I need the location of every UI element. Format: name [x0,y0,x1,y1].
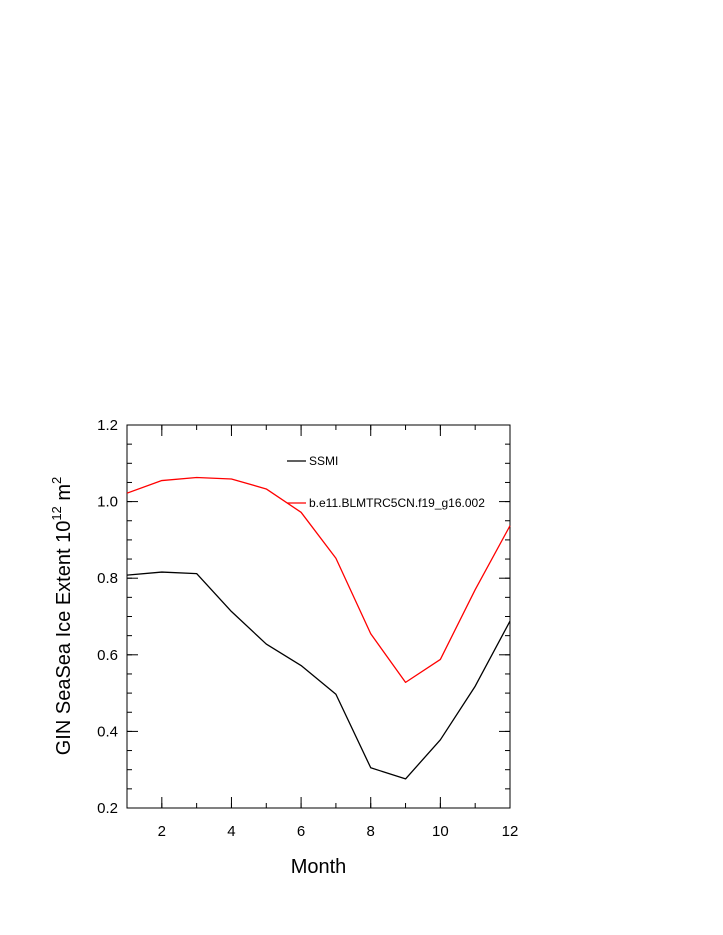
x-axis-title: Month [291,856,347,878]
x-tick-label: 6 [297,823,305,840]
plot-area: 2 4 6 8 10 12 0.2 0.4 0.6 0.8 1.0 1.2 [97,417,518,840]
x-tick-label: 10 [432,823,449,840]
y-tick-label: 1.0 [97,494,118,511]
y-axis-title-unit: m [53,484,75,506]
axis-ticks [126,424,511,809]
axis-tick-labels: 2 4 6 8 10 12 0.2 0.4 0.6 0.8 1.0 1.2 [97,417,518,840]
y-axis-title: GIN SeaSea Ice Extent 1012 m2 [49,477,75,756]
series-line-model [126,476,511,684]
x-tick-label: 2 [158,823,166,840]
y-axis-title-text: GIN SeaSea Ice Extent 10 [53,521,75,756]
x-tick-label: 12 [502,823,519,840]
plot-frame [126,424,511,809]
x-tick-label: 8 [367,823,375,840]
legend: SSMI b.e11.BLMTRC5CN.f19_g16.002 [287,454,485,510]
series-line-ssmi [126,571,511,780]
y-tick-label: 0.4 [97,723,118,740]
y-axis-title-exponent: 12 [49,506,64,520]
y-tick-label: 0.2 [97,800,118,817]
y-tick-label: 0.8 [97,570,118,587]
series-lines [126,476,511,780]
legend-label-model: b.e11.BLMTRC5CN.f19_g16.002 [309,496,485,510]
y-tick-label: 1.2 [97,417,118,434]
y-tick-label: 0.6 [97,647,118,664]
legend-label-ssmi: SSMI [309,454,338,468]
y-axis-title-unit-exponent: 2 [49,477,64,484]
x-tick-label: 4 [227,823,235,840]
